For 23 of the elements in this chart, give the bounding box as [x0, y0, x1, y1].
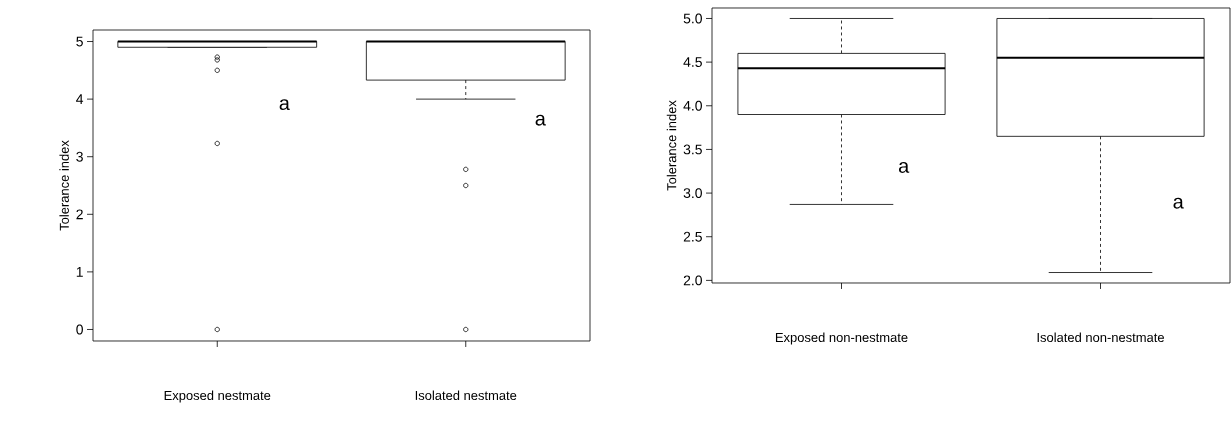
y-axis-title: Tolerance index — [59, 140, 69, 231]
annotation: a — [535, 114, 546, 126]
x-tick-label: Isolated nestmate — [415, 390, 517, 401]
y-tick-label: 1 — [76, 267, 83, 277]
y-tick-label: 2 — [76, 209, 83, 220]
y-tick-label: 5.0 — [683, 13, 702, 24]
y-tick-label: 3.0 — [683, 188, 702, 199]
x-tick-label: Isolated non-nestmate — [1037, 332, 1164, 343]
annotation: a — [1173, 197, 1184, 209]
annotation: a — [279, 99, 290, 111]
y-tick-label: 3.5 — [683, 144, 702, 155]
y-tick-label: 4 — [76, 94, 84, 104]
annotation: a — [898, 162, 910, 173]
x-tick-label: Exposed non-nestmate — [775, 332, 908, 345]
y-tick-label: 0 — [76, 324, 83, 335]
y-tick-label: 3 — [76, 151, 83, 162]
y-tick-label: 2.0 — [683, 275, 702, 286]
y-tick-label: 4.0 — [683, 100, 702, 111]
y-tick-label: 5 — [76, 36, 83, 47]
y-tick-label: 4.5 — [683, 57, 702, 67]
y-tick-label: 2.5 — [683, 231, 702, 242]
x-tick-label: Exposed nestmate — [164, 390, 271, 403]
y-axis-title: Tolerance index — [666, 100, 677, 191]
